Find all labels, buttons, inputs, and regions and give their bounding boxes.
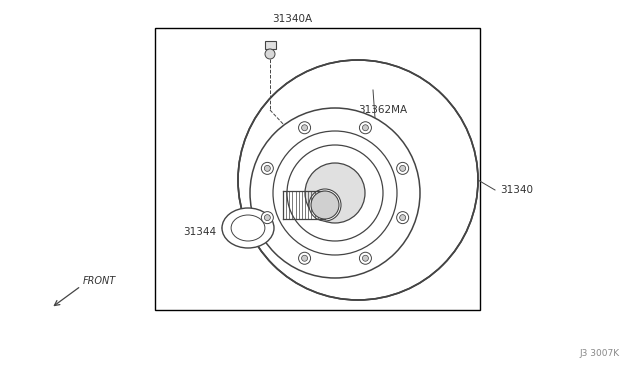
- Circle shape: [299, 122, 310, 134]
- Circle shape: [362, 125, 369, 131]
- Text: 31340A: 31340A: [272, 14, 312, 24]
- Text: 31340: 31340: [500, 185, 533, 195]
- Text: 31344: 31344: [183, 227, 216, 237]
- Circle shape: [261, 162, 273, 174]
- Circle shape: [362, 255, 369, 261]
- Circle shape: [287, 145, 383, 241]
- Circle shape: [301, 255, 308, 261]
- Circle shape: [301, 125, 308, 131]
- Circle shape: [273, 131, 397, 255]
- Circle shape: [399, 166, 406, 171]
- Circle shape: [399, 215, 406, 221]
- Circle shape: [238, 60, 478, 300]
- Circle shape: [264, 166, 270, 171]
- Circle shape: [360, 252, 371, 264]
- Circle shape: [264, 215, 270, 221]
- Circle shape: [261, 212, 273, 224]
- Circle shape: [309, 189, 341, 221]
- Circle shape: [397, 162, 409, 174]
- Circle shape: [360, 122, 371, 134]
- Text: 31362MA: 31362MA: [358, 105, 407, 115]
- Bar: [155, 28, 480, 310]
- Circle shape: [265, 49, 275, 59]
- Circle shape: [250, 108, 420, 278]
- Text: J3 3007K: J3 3007K: [580, 349, 620, 358]
- Bar: [265, 41, 276, 49]
- Circle shape: [305, 163, 365, 223]
- Ellipse shape: [222, 208, 274, 248]
- Circle shape: [397, 212, 409, 224]
- Circle shape: [299, 252, 310, 264]
- Text: FRONT: FRONT: [83, 276, 116, 286]
- Circle shape: [311, 191, 339, 219]
